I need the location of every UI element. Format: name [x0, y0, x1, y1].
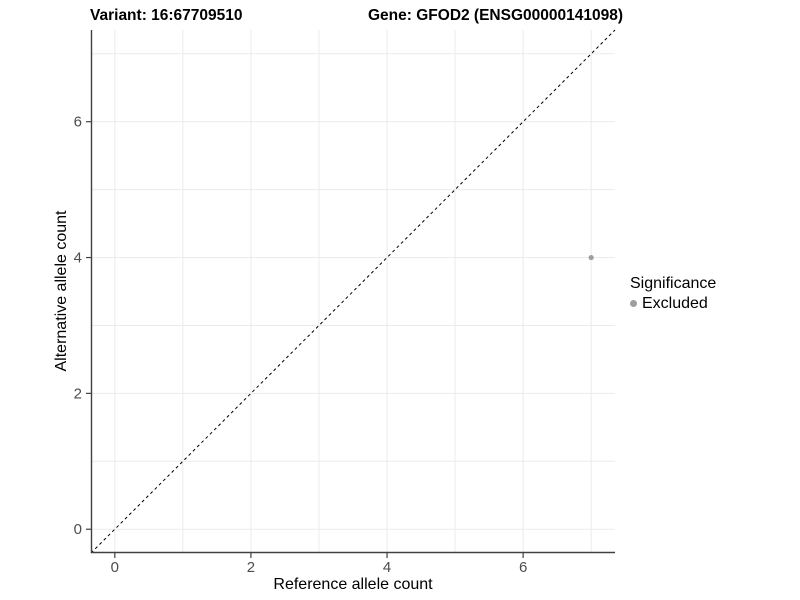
x-tick-label: 0: [111, 559, 119, 576]
data-point: [588, 254, 594, 261]
legend-item-label: Excluded: [642, 295, 708, 312]
plot-title-variant: Variant: 16:67709510: [90, 7, 243, 24]
x-tick-label: 4: [383, 559, 391, 576]
x-tick-label: 2: [247, 559, 255, 576]
x-axis-title: Reference allele count: [273, 576, 433, 593]
legend: Significance Excluded: [630, 274, 716, 312]
plot-panel: 0 2 4 6 0 2 4 6: [74, 29, 616, 576]
y-tick-label: 0: [74, 521, 82, 538]
legend-item: Excluded: [630, 295, 716, 312]
identity-line: [90, 29, 616, 554]
y-tick-label: 2: [74, 385, 82, 402]
x-tick-label: 6: [519, 559, 527, 576]
chart-canvas: 0 2 4 6 0 2 4 6: [74, 29, 616, 576]
plot-title-gene: Gene: GFOD2 (ENSG00000141098): [368, 7, 624, 24]
y-tick-label: 6: [74, 114, 82, 131]
legend-title: Significance: [630, 275, 717, 292]
legend-point-icon: [630, 300, 637, 307]
y-axis-title: Alternative allele count: [53, 210, 70, 372]
y-tick-label: 4: [74, 250, 82, 267]
